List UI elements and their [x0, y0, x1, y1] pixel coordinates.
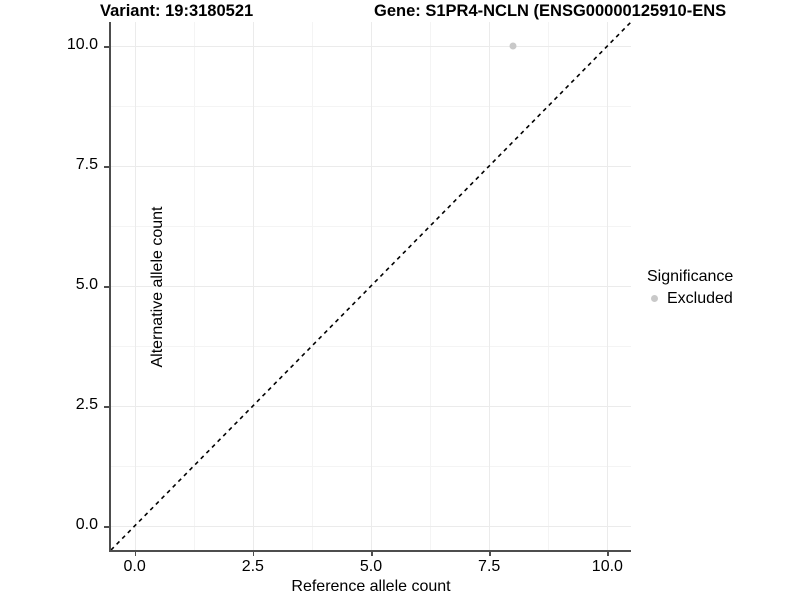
y-tick-label: 2.5 [75, 396, 98, 413]
y-tick-mark [104, 166, 109, 168]
legend-items: Excluded [645, 289, 800, 308]
legend-title: Significance [647, 268, 734, 285]
x-tick-mark [371, 551, 373, 556]
x-tick-label: 5.0 [359, 558, 383, 575]
y-tick-label: 7.5 [75, 156, 98, 173]
gridline-h-major [111, 406, 631, 407]
y-tick-mark [104, 46, 109, 48]
gridline-h-major [111, 286, 631, 287]
legend-item-label: Excluded [667, 289, 733, 307]
chart-title: Variant: 19:3180521 Gene: S1PR4-NCLN (EN… [0, 0, 800, 26]
x-tick-mark [252, 551, 255, 556]
x-tick-label: 2.5 [241, 558, 264, 575]
y-tick-mark [104, 286, 109, 288]
x-tick-label: 0.0 [123, 558, 146, 575]
x-tick-label: 7.5 [478, 558, 501, 575]
x-axis-line [109, 550, 631, 552]
x-tick-label: 10.0 [591, 558, 623, 575]
gridline-h-major [111, 46, 631, 47]
legend: Significance Excluded [645, 268, 800, 308]
legend-item[interactable]: Excluded [645, 289, 800, 308]
legend-dot-icon [651, 295, 658, 302]
y-tick-label: 10.0 [66, 36, 98, 53]
x-tick-mark [489, 551, 491, 556]
x-tick-mark [607, 551, 609, 556]
y-tick-mark [104, 526, 109, 528]
data-point [509, 42, 517, 50]
gene-title: Gene: S1PR4-NCLN (ENSG00000125910-ENS [374, 2, 727, 20]
y-tick-mark [104, 406, 109, 408]
y-axis-title: Alternative allele count [149, 206, 166, 368]
y-tick-label: 5.0 [75, 276, 98, 293]
variant-title: Variant: 19:3180521 [100, 2, 254, 20]
plot-panel [111, 22, 631, 550]
legend-key [645, 289, 664, 308]
x-axis-title: Reference allele count [291, 578, 451, 595]
y-axis-line [109, 22, 111, 550]
y-tick-label: 0.0 [75, 516, 98, 533]
gridline-h-major [111, 166, 631, 167]
x-tick-mark [134, 551, 137, 556]
gridline-h-major [111, 526, 631, 527]
